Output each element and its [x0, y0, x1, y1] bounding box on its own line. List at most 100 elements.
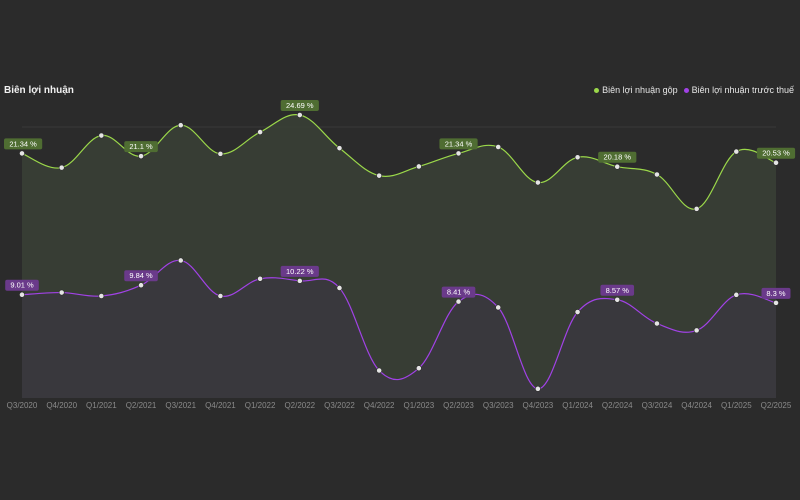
data-point-pretax-margin-6	[257, 275, 264, 282]
data-point-pretax-margin-8	[336, 285, 343, 291]
legend-dot-pretax-margin	[683, 87, 689, 93]
x-tick-label-17: Q4/2024	[681, 401, 712, 410]
data-label-pretax-margin-19: 8.3 %	[761, 287, 791, 299]
data-point-pretax-margin-2	[98, 293, 105, 299]
data-label-text-pretax-margin-3: 9.84 %	[129, 271, 153, 280]
data-label-gross-margin-3: 21.1 %	[124, 141, 158, 153]
data-point-gross-margin-1	[58, 164, 65, 171]
data-label-text-pretax-margin-11: 8.41 %	[447, 288, 471, 297]
x-tick-label-6: Q1/2022	[245, 401, 276, 410]
data-label-bg-pretax-margin-15	[600, 284, 635, 296]
data-point-gross-margin-4	[177, 122, 184, 129]
data-point-gross-margin-13	[534, 179, 541, 186]
data-label-bg-pretax-margin-7	[280, 265, 319, 277]
data-point-pretax-margin-0	[19, 291, 25, 298]
x-tick-label-16: Q3/2024	[642, 401, 673, 410]
data-label-text-pretax-margin-7: 10.22 %	[286, 267, 314, 276]
legend-dot-gross-margin	[594, 87, 600, 93]
data-label-gross-margin-19: 20.53 %	[756, 147, 796, 159]
x-tick-label-10: Q1/2023	[403, 401, 434, 410]
data-label-bg-gross-margin-0	[4, 138, 43, 150]
x-tick-label-19: Q2/2025	[761, 401, 792, 410]
data-label-text-gross-margin-15: 20.18 %	[603, 153, 631, 162]
data-label-bg-gross-margin-15	[598, 151, 637, 163]
data-label-text-gross-margin-3: 21.1 %	[129, 142, 153, 151]
x-tick-label-3: Q2/2021	[126, 401, 157, 410]
x-tick-label-1: Q4/2020	[46, 401, 77, 410]
data-label-bg-gross-margin-3	[124, 141, 158, 153]
data-point-gross-margin-7	[296, 112, 303, 118]
data-label-gross-margin-0: 21.34 %	[4, 138, 43, 150]
data-label-bg-gross-margin-11	[439, 138, 478, 150]
data-point-pretax-margin-10	[415, 365, 422, 372]
data-label-pretax-margin-3: 9.84 %	[124, 270, 158, 282]
x-tick-label-9: Q4/2022	[364, 401, 395, 410]
data-label-text-gross-margin-11: 21.34 %	[445, 139, 473, 148]
data-point-pretax-margin-7	[296, 277, 303, 284]
data-point-gross-margin-12	[495, 144, 502, 150]
x-tick-label-4: Q3/2021	[165, 401, 196, 410]
data-point-pretax-margin-13	[534, 385, 541, 392]
data-label-bg-pretax-margin-0	[5, 279, 39, 291]
data-point-pretax-margin-17	[693, 327, 700, 334]
data-point-gross-margin-2	[98, 132, 105, 139]
data-label-text-pretax-margin-15: 8.57 %	[606, 286, 630, 295]
data-point-pretax-margin-14	[574, 309, 581, 315]
data-point-pretax-margin-18	[733, 291, 740, 298]
data-point-pretax-margin-16	[654, 320, 660, 327]
x-tick-label-8: Q3/2022	[324, 401, 355, 410]
data-label-text-gross-margin-7: 24.69 %	[286, 101, 314, 110]
x-tick-label-11: Q2/2023	[443, 401, 474, 410]
chart-title: Biên lợi nhuận	[4, 85, 74, 96]
data-point-gross-margin-0	[19, 150, 25, 157]
data-point-gross-margin-14	[574, 154, 581, 161]
data-label-text-pretax-margin-0: 9.01 %	[10, 281, 34, 290]
legend-label-pretax-margin: Biên lợi nhuận trước thuế	[691, 85, 794, 95]
data-point-pretax-margin-9	[376, 367, 383, 374]
x-tick-label-2: Q1/2021	[86, 401, 117, 410]
legend-label-gross-margin: Biên lợi nhuận gộp	[602, 85, 678, 95]
data-label-pretax-margin-15: 8.57 %	[600, 284, 635, 296]
data-label-bg-pretax-margin-19	[761, 287, 791, 299]
data-label-gross-margin-15: 20.18 %	[598, 151, 637, 163]
data-point-gross-margin-6	[257, 129, 264, 135]
data-point-pretax-margin-11	[455, 298, 462, 305]
data-label-text-gross-margin-19: 20.53 %	[762, 149, 790, 158]
x-tick-label-5: Q4/2021	[205, 401, 236, 410]
data-label-pretax-margin-0: 9.01 %	[5, 279, 39, 291]
x-tick-label-14: Q1/2024	[562, 401, 593, 410]
data-point-gross-margin-3	[138, 153, 144, 160]
data-point-pretax-margin-5	[217, 293, 224, 299]
data-point-pretax-margin-19	[773, 299, 779, 306]
x-tick-label-7: Q2/2022	[284, 401, 315, 410]
data-point-gross-margin-9	[376, 172, 383, 179]
data-label-gross-margin-7: 24.69 %	[280, 100, 319, 112]
data-point-gross-margin-18	[733, 148, 740, 155]
data-label-pretax-margin-11: 8.41 %	[441, 286, 476, 298]
legend-item-pretax-margin[interactable]: Biên lợi nhuận trước thuế	[683, 85, 794, 95]
data-point-gross-margin-17	[693, 205, 700, 212]
data-label-gross-margin-11: 21.34 %	[439, 138, 478, 150]
area-pretax-margin	[22, 260, 776, 398]
x-tick-label-0: Q3/2020	[7, 401, 38, 410]
data-label-bg-pretax-margin-3	[124, 270, 158, 282]
data-label-bg-gross-margin-7	[280, 100, 319, 112]
data-point-pretax-margin-1	[58, 289, 65, 296]
data-point-gross-margin-16	[654, 171, 660, 178]
data-label-bg-pretax-margin-11	[441, 286, 476, 298]
x-tick-label-18: Q1/2025	[721, 401, 752, 410]
data-label-text-gross-margin-0: 21.34 %	[9, 139, 37, 148]
x-tick-label-13: Q4/2023	[523, 401, 554, 410]
data-point-gross-margin-19	[773, 159, 779, 166]
data-point-pretax-margin-3	[138, 282, 144, 289]
data-point-gross-margin-11	[455, 150, 462, 157]
data-point-gross-margin-15	[614, 163, 621, 170]
x-tick-label-15: Q2/2024	[602, 401, 633, 410]
data-point-gross-margin-10	[415, 163, 422, 170]
legend: Biên lợi nhuận gộp Biên lợi nhuận trước …	[594, 85, 794, 95]
data-point-pretax-margin-4	[177, 257, 184, 264]
data-point-pretax-margin-12	[495, 304, 502, 311]
data-point-gross-margin-5	[217, 150, 224, 157]
legend-item-gross-margin[interactable]: Biên lợi nhuận gộp	[594, 85, 678, 95]
